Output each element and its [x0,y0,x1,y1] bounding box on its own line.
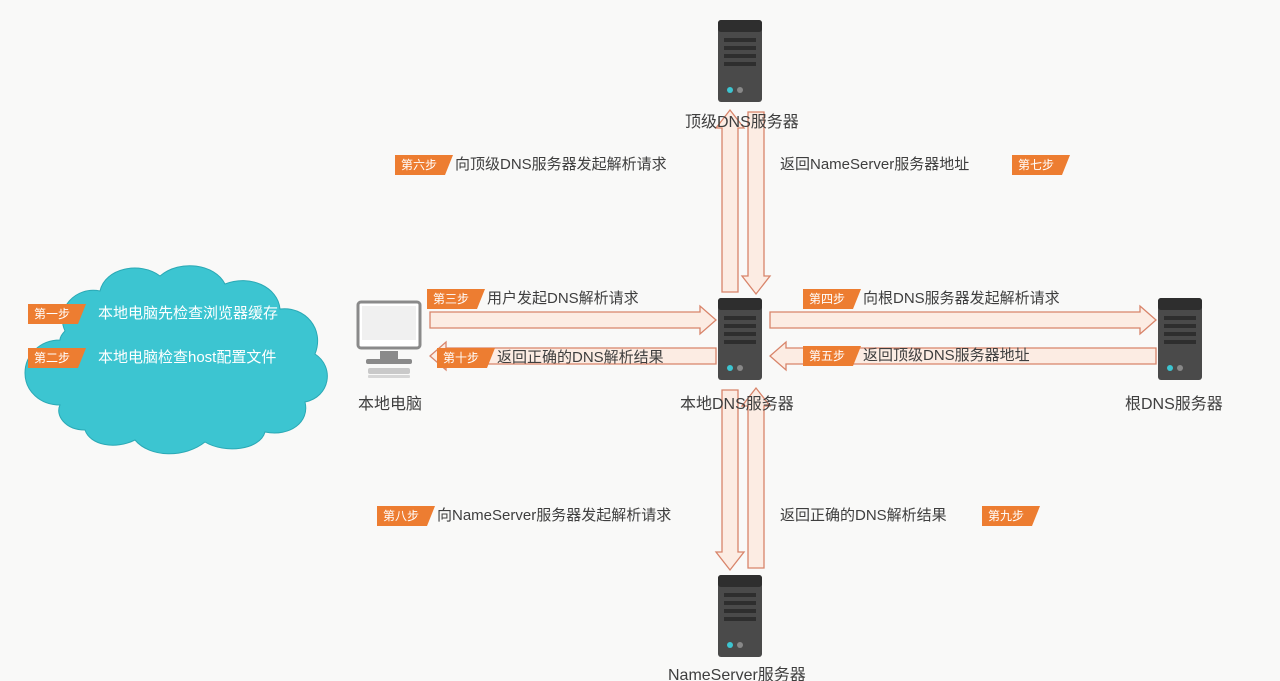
nameserver-label: NameServer服务器 [668,661,806,681]
text-step6: 向顶级DNS服务器发起解析请求 [455,153,667,174]
arrow-step4 [770,306,1156,334]
root-dns-label: 根DNS服务器 [1125,390,1223,414]
badge-step7: 第七步 [1012,155,1062,175]
badge-step10: 第十步 [437,348,487,368]
arrow-step9 [742,388,770,568]
server-root-dns-icon [1158,298,1202,380]
server-nameserver-icon [718,575,762,657]
arrow-step3 [430,306,716,334]
badge-step2: 第二步 [28,348,78,368]
badge-step5: 第五步 [803,346,853,366]
server-top-dns-icon [718,20,762,102]
pc-icon [358,302,420,378]
badge-step6: 第六步 [395,155,445,175]
text-step7: 返回NameServer服务器地址 [780,153,969,174]
badge-step3: 第三步 [427,289,477,309]
text-step8: 向NameServer服务器发起解析请求 [437,504,671,525]
top-dns-label: 顶级DNS服务器 [685,108,799,132]
badge-step1: 第一步 [28,304,78,324]
local-dns-label: 本地DNS服务器 [680,390,794,414]
server-local-dns-icon [718,298,762,380]
diagram-canvas [0,0,1280,681]
text-step5: 返回顶级DNS服务器地址 [863,344,1030,365]
text-step10: 返回正确的DNS解析结果 [497,346,664,367]
dns-flow-diagram: 第一步 本地电脑先检查浏览器缓存 第二步 本地电脑检查host配置文件 本地电脑… [0,0,1280,681]
arrow-step7 [742,112,770,294]
text-step3: 用户发起DNS解析请求 [487,287,639,308]
arrow-step8 [716,390,744,570]
badge-step8: 第八步 [377,506,427,526]
badge-step4: 第四步 [803,289,853,309]
cloud-line1: 本地电脑先检查浏览器缓存 [98,302,278,323]
text-step9: 返回正确的DNS解析结果 [780,504,947,525]
text-step4: 向根DNS服务器发起解析请求 [863,287,1060,308]
cloud-line2: 本地电脑检查host配置文件 [98,346,276,367]
arrow-step6 [716,110,744,292]
pc-label: 本地电脑 [358,390,422,414]
badge-step9: 第九步 [982,506,1032,526]
